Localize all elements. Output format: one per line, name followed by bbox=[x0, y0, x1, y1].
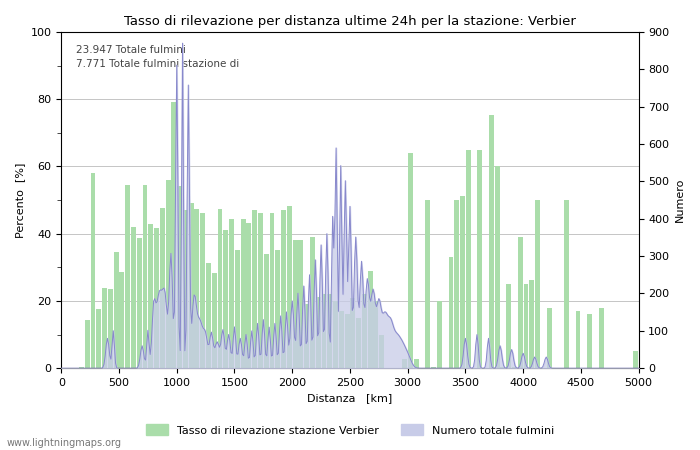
Bar bbox=[218, 209, 223, 368]
Bar bbox=[512, 367, 517, 368]
Bar bbox=[402, 359, 407, 368]
Bar bbox=[634, 351, 638, 368]
Bar bbox=[310, 237, 315, 368]
Bar bbox=[351, 297, 356, 368]
Bar bbox=[264, 254, 269, 368]
Bar bbox=[575, 311, 580, 368]
Bar bbox=[328, 294, 332, 368]
Bar bbox=[246, 223, 251, 368]
Bar bbox=[252, 210, 257, 368]
Bar bbox=[408, 153, 413, 368]
Bar bbox=[102, 288, 107, 368]
Bar bbox=[177, 186, 182, 368]
Bar bbox=[368, 271, 372, 368]
Bar bbox=[518, 237, 523, 368]
Text: 23.947 Totale fulmini
7.771 Totale fulmini stazione di: 23.947 Totale fulmini 7.771 Totale fulmi… bbox=[76, 45, 239, 69]
Bar bbox=[426, 200, 430, 368]
Bar bbox=[97, 309, 102, 368]
Bar bbox=[85, 320, 90, 368]
Bar bbox=[535, 200, 540, 368]
Text: www.lightningmaps.org: www.lightningmaps.org bbox=[7, 438, 122, 448]
Bar bbox=[235, 250, 240, 368]
Bar bbox=[414, 359, 419, 368]
Bar bbox=[356, 318, 361, 368]
Bar bbox=[374, 301, 379, 368]
Bar bbox=[316, 297, 321, 368]
Y-axis label: Percento  [%]: Percento [%] bbox=[15, 162, 25, 238]
Bar bbox=[160, 208, 164, 368]
Bar bbox=[108, 289, 113, 368]
Bar bbox=[379, 335, 384, 368]
Legend: Tasso di rilevazione stazione Verbier, Numero totale fulmini: Tasso di rilevazione stazione Verbier, N… bbox=[141, 419, 559, 440]
X-axis label: Distanza   [km]: Distanza [km] bbox=[307, 393, 393, 404]
Bar bbox=[460, 196, 465, 368]
Bar bbox=[339, 311, 344, 368]
Bar bbox=[143, 185, 148, 368]
Bar bbox=[500, 367, 505, 368]
Bar bbox=[270, 213, 274, 368]
Bar bbox=[125, 185, 130, 368]
Y-axis label: Numero: Numero bbox=[675, 178, 685, 222]
Bar bbox=[333, 301, 338, 368]
Bar bbox=[344, 315, 349, 368]
Bar bbox=[449, 256, 454, 368]
Bar bbox=[120, 271, 125, 368]
Bar bbox=[172, 102, 176, 368]
Bar bbox=[506, 284, 511, 368]
Bar bbox=[241, 219, 246, 368]
Bar bbox=[148, 225, 153, 368]
Bar bbox=[131, 227, 136, 368]
Bar bbox=[524, 284, 528, 368]
Bar bbox=[431, 367, 436, 368]
Bar bbox=[564, 200, 569, 368]
Bar bbox=[113, 252, 118, 368]
Bar bbox=[587, 315, 592, 368]
Title: Tasso di rilevazione per distanza ultime 24h per la stazione: Verbier: Tasso di rilevazione per distanza ultime… bbox=[124, 15, 576, 28]
Bar bbox=[437, 301, 442, 368]
Bar bbox=[362, 294, 367, 368]
Bar bbox=[321, 294, 326, 368]
Bar bbox=[298, 240, 303, 368]
Bar bbox=[293, 240, 297, 368]
Bar bbox=[189, 203, 194, 368]
Bar bbox=[547, 308, 552, 368]
Bar bbox=[200, 212, 205, 368]
Bar bbox=[454, 200, 459, 368]
Bar bbox=[281, 210, 286, 368]
Bar bbox=[489, 115, 493, 368]
Bar bbox=[495, 166, 500, 368]
Bar bbox=[223, 230, 228, 368]
Bar bbox=[166, 180, 171, 368]
Bar bbox=[183, 210, 188, 368]
Bar bbox=[287, 206, 292, 368]
Bar bbox=[275, 251, 280, 368]
Bar bbox=[477, 150, 482, 368]
Bar bbox=[229, 219, 234, 368]
Bar bbox=[212, 273, 217, 368]
Bar bbox=[195, 209, 200, 368]
Bar bbox=[598, 308, 603, 368]
Bar bbox=[136, 238, 141, 368]
Bar bbox=[466, 149, 470, 368]
Bar bbox=[529, 280, 534, 368]
Bar bbox=[258, 213, 263, 368]
Bar bbox=[90, 173, 95, 368]
Bar bbox=[206, 263, 211, 368]
Bar bbox=[304, 304, 309, 368]
Bar bbox=[154, 228, 159, 368]
